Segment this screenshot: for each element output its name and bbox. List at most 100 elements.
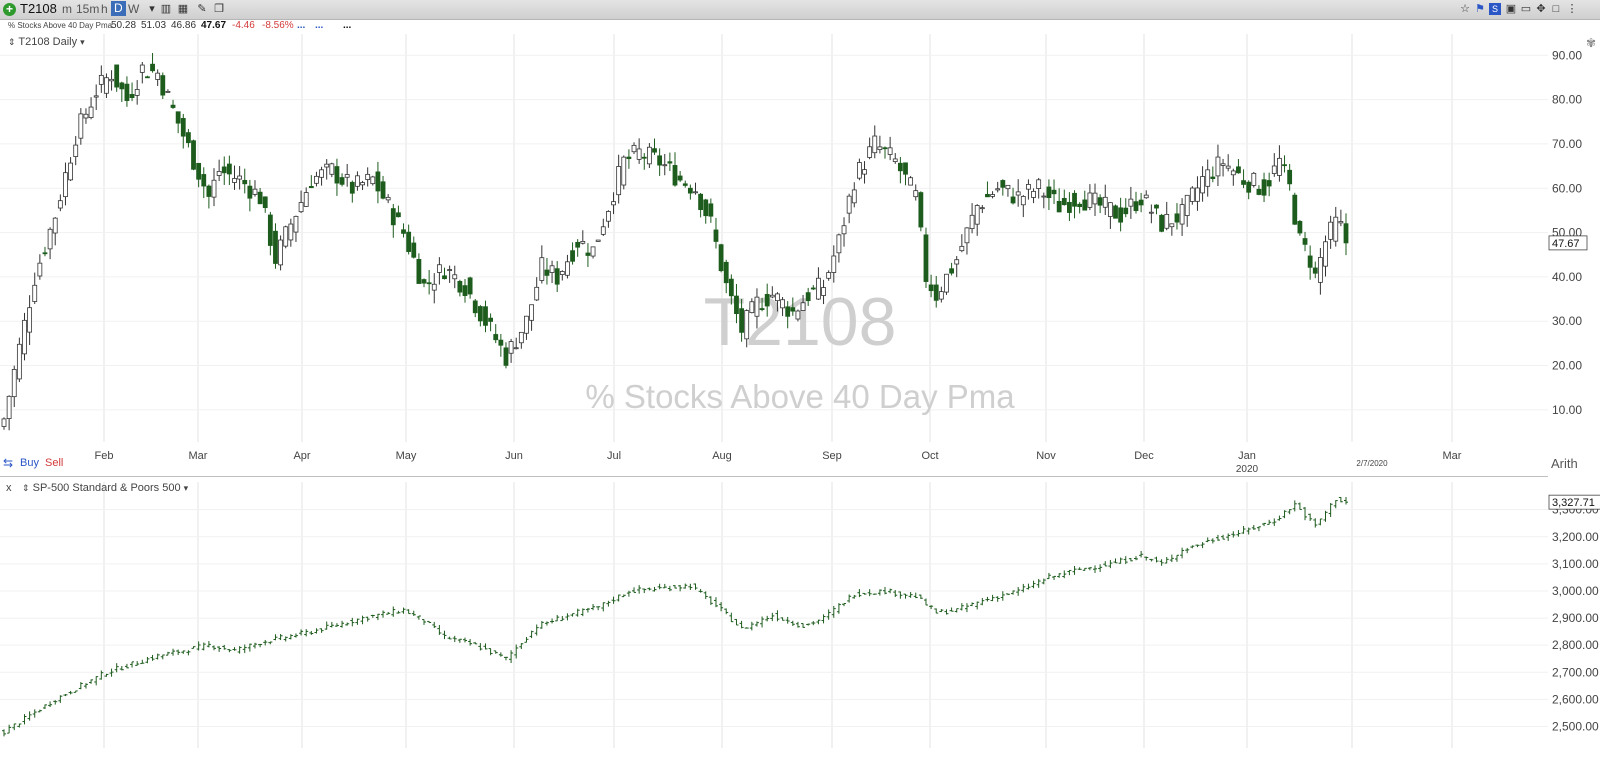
bar-chart-icon[interactable]: ▥	[160, 3, 172, 15]
ohlc-bar	[1267, 519, 1272, 525]
candle-body	[370, 176, 376, 185]
ohlc-bar	[1241, 525, 1246, 534]
ohlc-bar	[191, 646, 196, 649]
candle-body	[810, 287, 816, 290]
interval-daily[interactable]: D	[111, 1, 126, 16]
scan-icon[interactable]: S	[1489, 3, 1501, 15]
copy-icon[interactable]: ❐	[214, 3, 224, 15]
candle	[457, 279, 463, 297]
candle	[267, 211, 273, 256]
ohlc-bar	[632, 587, 637, 593]
candle-body	[790, 307, 796, 312]
candle-body	[616, 166, 622, 196]
move-icon[interactable]: ✥	[1536, 3, 1546, 15]
candle-body	[185, 132, 191, 144]
candle-body	[165, 91, 171, 93]
ohlc-bar	[258, 643, 263, 648]
ohlc-bar	[585, 607, 590, 613]
candle-body	[211, 179, 217, 198]
ohlc-bar	[1098, 564, 1103, 572]
ohlc-bar	[1246, 527, 1251, 535]
candle-body	[728, 278, 734, 297]
candle	[621, 155, 627, 190]
candle-body	[467, 277, 473, 295]
menu-icon[interactable]: ⋮	[1566, 3, 1578, 15]
candle-body	[1123, 207, 1129, 215]
add-symbol-icon[interactable]: +	[3, 3, 16, 16]
quote-dots-3[interactable]: ...	[343, 20, 352, 31]
interval-minute[interactable]: m	[62, 2, 72, 16]
buy-button[interactable]: Buy	[20, 457, 39, 469]
candle-body	[513, 347, 519, 350]
chevron-down-icon: ▾	[183, 483, 189, 493]
ohlc-bar	[89, 679, 94, 684]
ohlc-bar	[626, 590, 631, 597]
star-icon[interactable]: ☆	[1460, 3, 1470, 15]
calendar-icon[interactable]: ▣	[1505, 3, 1517, 15]
candle	[554, 261, 560, 293]
candle-body	[1000, 180, 1006, 188]
candle-body	[237, 175, 243, 180]
window-icon[interactable]: ▭	[1520, 3, 1532, 15]
candle	[1000, 179, 1006, 196]
candle	[928, 274, 934, 298]
candle	[590, 246, 596, 259]
interval-15min[interactable]: 15m	[76, 2, 100, 16]
candle-body	[503, 347, 509, 366]
candle	[626, 149, 632, 169]
chevron-down-icon: ▾	[80, 37, 85, 47]
ohlc-bar	[708, 596, 713, 605]
ohlc-bar	[381, 610, 386, 618]
candle	[232, 165, 237, 190]
pane2-title[interactable]: ⇕ SP-500 Standard & Poors 500 ▾	[22, 482, 188, 494]
ohlc-bar	[1052, 575, 1057, 580]
candle	[1220, 158, 1226, 177]
quote-dots-2[interactable]: ...	[315, 20, 324, 31]
pencil-icon[interactable]: ✎	[197, 3, 207, 15]
symbol-input[interactable]: T2108	[20, 1, 57, 16]
close-pane-button[interactable]: x	[6, 482, 12, 494]
refresh-icon[interactable]: ⇆	[3, 456, 14, 470]
candle	[1020, 195, 1026, 218]
flag-icon[interactable]: ⚑	[1475, 3, 1485, 15]
grid-icon[interactable]: ▦	[177, 3, 189, 15]
interval-weekly[interactable]: W	[128, 2, 140, 16]
ohlc-bar	[877, 589, 882, 596]
candle	[585, 243, 591, 268]
ohlc-bar	[970, 602, 975, 607]
candle-body	[457, 281, 463, 293]
pane1-title[interactable]: ⇕ T2108 Daily ▾	[8, 36, 85, 48]
candle-body	[319, 169, 324, 178]
ohlc-bar	[1251, 525, 1256, 530]
ohlc-bar	[32, 709, 37, 718]
candle	[1251, 171, 1257, 188]
candle	[288, 218, 294, 247]
interval-hour[interactable]: h	[101, 2, 108, 16]
ohlc-bar	[1190, 545, 1195, 549]
candle-body	[1230, 170, 1236, 176]
quote-dots-1[interactable]: ...	[297, 20, 306, 31]
ohlc-bar	[498, 652, 503, 657]
y-tick-label: 40.00	[1552, 270, 1582, 284]
candle-body	[549, 265, 555, 273]
ohlc-bar	[355, 618, 360, 625]
scale-mode-button[interactable]: Arith	[1551, 456, 1578, 471]
candle-body	[273, 230, 278, 264]
candle-body	[170, 104, 176, 108]
ohlc-bar	[606, 600, 611, 607]
candle	[1302, 231, 1308, 252]
ohlc-bar	[314, 628, 319, 634]
candle	[703, 198, 709, 224]
chevron-down-icon[interactable]: ▾	[149, 3, 155, 15]
pane-divider[interactable]	[0, 476, 1548, 477]
candle	[1148, 204, 1154, 224]
ohlc-bar	[529, 630, 534, 639]
candle	[160, 72, 166, 100]
sell-button[interactable]: Sell	[45, 457, 64, 469]
candle	[22, 312, 27, 361]
ohlc-bar	[1236, 530, 1241, 537]
palette-icon[interactable]: ✾	[1586, 36, 1597, 50]
maximize-icon[interactable]: □	[1552, 3, 1560, 15]
candle	[595, 239, 601, 242]
